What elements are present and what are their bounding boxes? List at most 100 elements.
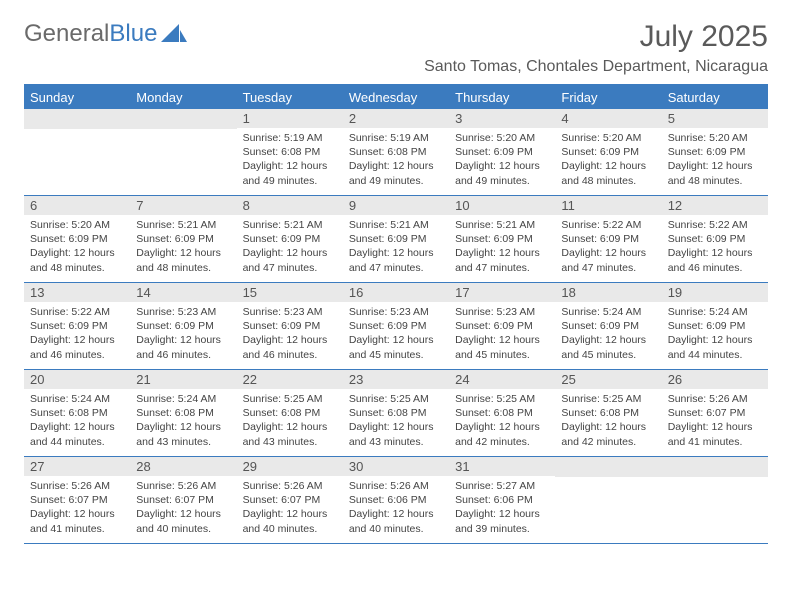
- day-cell: [662, 457, 768, 543]
- day-cell: 13Sunrise: 5:22 AMSunset: 6:09 PMDayligh…: [24, 283, 130, 369]
- day-cell: 20Sunrise: 5:24 AMSunset: 6:08 PMDayligh…: [24, 370, 130, 456]
- day-number: 2: [343, 109, 449, 128]
- day-body: Sunrise: 5:25 AMSunset: 6:08 PMDaylight:…: [555, 389, 661, 453]
- daylight-text: Daylight: 12 hours and 45 minutes.: [455, 333, 549, 361]
- daylight-text: Daylight: 12 hours and 46 minutes.: [136, 333, 230, 361]
- sunrise-text: Sunrise: 5:21 AM: [349, 218, 443, 232]
- sunset-text: Sunset: 6:09 PM: [561, 319, 655, 333]
- day-cell: [555, 457, 661, 543]
- day-number: 28: [130, 457, 236, 476]
- day-cell: 6Sunrise: 5:20 AMSunset: 6:09 PMDaylight…: [24, 196, 130, 282]
- daylight-text: Daylight: 12 hours and 42 minutes.: [455, 420, 549, 448]
- day-cell: 28Sunrise: 5:26 AMSunset: 6:07 PMDayligh…: [130, 457, 236, 543]
- day-number: 10: [449, 196, 555, 215]
- day-body: Sunrise: 5:21 AMSunset: 6:09 PMDaylight:…: [130, 215, 236, 279]
- day-cell: 21Sunrise: 5:24 AMSunset: 6:08 PMDayligh…: [130, 370, 236, 456]
- weekday-header: Tuesday: [237, 86, 343, 109]
- daylight-text: Daylight: 12 hours and 48 minutes.: [668, 159, 762, 187]
- daylight-text: Daylight: 12 hours and 39 minutes.: [455, 507, 549, 535]
- brand-sail-icon: [161, 24, 187, 44]
- daylight-text: Daylight: 12 hours and 43 minutes.: [349, 420, 443, 448]
- daylight-text: Daylight: 12 hours and 46 minutes.: [30, 333, 124, 361]
- sunset-text: Sunset: 6:09 PM: [668, 319, 762, 333]
- sunrise-text: Sunrise: 5:19 AM: [243, 131, 337, 145]
- daylight-text: Daylight: 12 hours and 40 minutes.: [349, 507, 443, 535]
- sunrise-text: Sunrise: 5:26 AM: [668, 392, 762, 406]
- day-cell: 14Sunrise: 5:23 AMSunset: 6:09 PMDayligh…: [130, 283, 236, 369]
- sunrise-text: Sunrise: 5:26 AM: [243, 479, 337, 493]
- day-number: 1: [237, 109, 343, 128]
- day-body: Sunrise: 5:20 AMSunset: 6:09 PMDaylight:…: [555, 128, 661, 192]
- day-number: 26: [662, 370, 768, 389]
- day-body: Sunrise: 5:24 AMSunset: 6:09 PMDaylight:…: [662, 302, 768, 366]
- sunset-text: Sunset: 6:09 PM: [136, 319, 230, 333]
- sunset-text: Sunset: 6:09 PM: [30, 319, 124, 333]
- day-body: Sunrise: 5:26 AMSunset: 6:06 PMDaylight:…: [343, 476, 449, 540]
- day-number: 20: [24, 370, 130, 389]
- sunset-text: Sunset: 6:09 PM: [455, 232, 549, 246]
- day-body: Sunrise: 5:19 AMSunset: 6:08 PMDaylight:…: [237, 128, 343, 192]
- day-body: Sunrise: 5:23 AMSunset: 6:09 PMDaylight:…: [343, 302, 449, 366]
- daylight-text: Daylight: 12 hours and 47 minutes.: [561, 246, 655, 274]
- day-number: 21: [130, 370, 236, 389]
- sunrise-text: Sunrise: 5:20 AM: [30, 218, 124, 232]
- sunset-text: Sunset: 6:09 PM: [455, 145, 549, 159]
- day-cell: 5Sunrise: 5:20 AMSunset: 6:09 PMDaylight…: [662, 109, 768, 195]
- daylight-text: Daylight: 12 hours and 40 minutes.: [243, 507, 337, 535]
- sunrise-text: Sunrise: 5:23 AM: [455, 305, 549, 319]
- sunrise-text: Sunrise: 5:24 AM: [668, 305, 762, 319]
- day-body: Sunrise: 5:22 AMSunset: 6:09 PMDaylight:…: [555, 215, 661, 279]
- sunset-text: Sunset: 6:08 PM: [136, 406, 230, 420]
- day-body: Sunrise: 5:25 AMSunset: 6:08 PMDaylight:…: [449, 389, 555, 453]
- day-cell: 27Sunrise: 5:26 AMSunset: 6:07 PMDayligh…: [24, 457, 130, 543]
- daylight-text: Daylight: 12 hours and 49 minutes.: [455, 159, 549, 187]
- sunset-text: Sunset: 6:08 PM: [561, 406, 655, 420]
- location-subtitle: Santo Tomas, Chontales Department, Nicar…: [24, 58, 768, 76]
- daylight-text: Daylight: 12 hours and 43 minutes.: [243, 420, 337, 448]
- sunset-text: Sunset: 6:08 PM: [349, 406, 443, 420]
- day-cell: 25Sunrise: 5:25 AMSunset: 6:08 PMDayligh…: [555, 370, 661, 456]
- daylight-text: Daylight: 12 hours and 49 minutes.: [243, 159, 337, 187]
- sunrise-text: Sunrise: 5:20 AM: [561, 131, 655, 145]
- day-cell: 19Sunrise: 5:24 AMSunset: 6:09 PMDayligh…: [662, 283, 768, 369]
- day-cell: 29Sunrise: 5:26 AMSunset: 6:07 PMDayligh…: [237, 457, 343, 543]
- day-number: 6: [24, 196, 130, 215]
- day-number: 22: [237, 370, 343, 389]
- day-number: 15: [237, 283, 343, 302]
- day-number: 23: [343, 370, 449, 389]
- day-cell: 3Sunrise: 5:20 AMSunset: 6:09 PMDaylight…: [449, 109, 555, 195]
- daylight-text: Daylight: 12 hours and 49 minutes.: [349, 159, 443, 187]
- sunrise-text: Sunrise: 5:24 AM: [136, 392, 230, 406]
- day-body: Sunrise: 5:26 AMSunset: 6:07 PMDaylight:…: [130, 476, 236, 540]
- weekday-header: Sunday: [24, 86, 130, 109]
- brand-text-2: Blue: [109, 20, 157, 48]
- day-number: 31: [449, 457, 555, 476]
- day-body: Sunrise: 5:24 AMSunset: 6:08 PMDaylight:…: [130, 389, 236, 453]
- sunset-text: Sunset: 6:09 PM: [30, 232, 124, 246]
- weekday-header: Monday: [130, 86, 236, 109]
- day-body: Sunrise: 5:22 AMSunset: 6:09 PMDaylight:…: [662, 215, 768, 279]
- week-row: 27Sunrise: 5:26 AMSunset: 6:07 PMDayligh…: [24, 457, 768, 544]
- sunrise-text: Sunrise: 5:21 AM: [455, 218, 549, 232]
- sunrise-text: Sunrise: 5:25 AM: [561, 392, 655, 406]
- weekday-header: Wednesday: [343, 86, 449, 109]
- day-body: Sunrise: 5:26 AMSunset: 6:07 PMDaylight:…: [662, 389, 768, 453]
- sunset-text: Sunset: 6:09 PM: [349, 232, 443, 246]
- day-body: Sunrise: 5:23 AMSunset: 6:09 PMDaylight:…: [237, 302, 343, 366]
- day-cell: 22Sunrise: 5:25 AMSunset: 6:08 PMDayligh…: [237, 370, 343, 456]
- day-cell: 9Sunrise: 5:21 AMSunset: 6:09 PMDaylight…: [343, 196, 449, 282]
- daylight-text: Daylight: 12 hours and 41 minutes.: [668, 420, 762, 448]
- day-cell: 26Sunrise: 5:26 AMSunset: 6:07 PMDayligh…: [662, 370, 768, 456]
- sunset-text: Sunset: 6:07 PM: [243, 493, 337, 507]
- daylight-text: Daylight: 12 hours and 47 minutes.: [243, 246, 337, 274]
- sunrise-text: Sunrise: 5:23 AM: [136, 305, 230, 319]
- day-cell: 17Sunrise: 5:23 AMSunset: 6:09 PMDayligh…: [449, 283, 555, 369]
- day-body: Sunrise: 5:20 AMSunset: 6:09 PMDaylight:…: [24, 215, 130, 279]
- daylight-text: Daylight: 12 hours and 40 minutes.: [136, 507, 230, 535]
- day-cell: 15Sunrise: 5:23 AMSunset: 6:09 PMDayligh…: [237, 283, 343, 369]
- sunset-text: Sunset: 6:06 PM: [455, 493, 549, 507]
- day-number: 30: [343, 457, 449, 476]
- day-body: [555, 477, 661, 484]
- day-number: 12: [662, 196, 768, 215]
- day-cell: 10Sunrise: 5:21 AMSunset: 6:09 PMDayligh…: [449, 196, 555, 282]
